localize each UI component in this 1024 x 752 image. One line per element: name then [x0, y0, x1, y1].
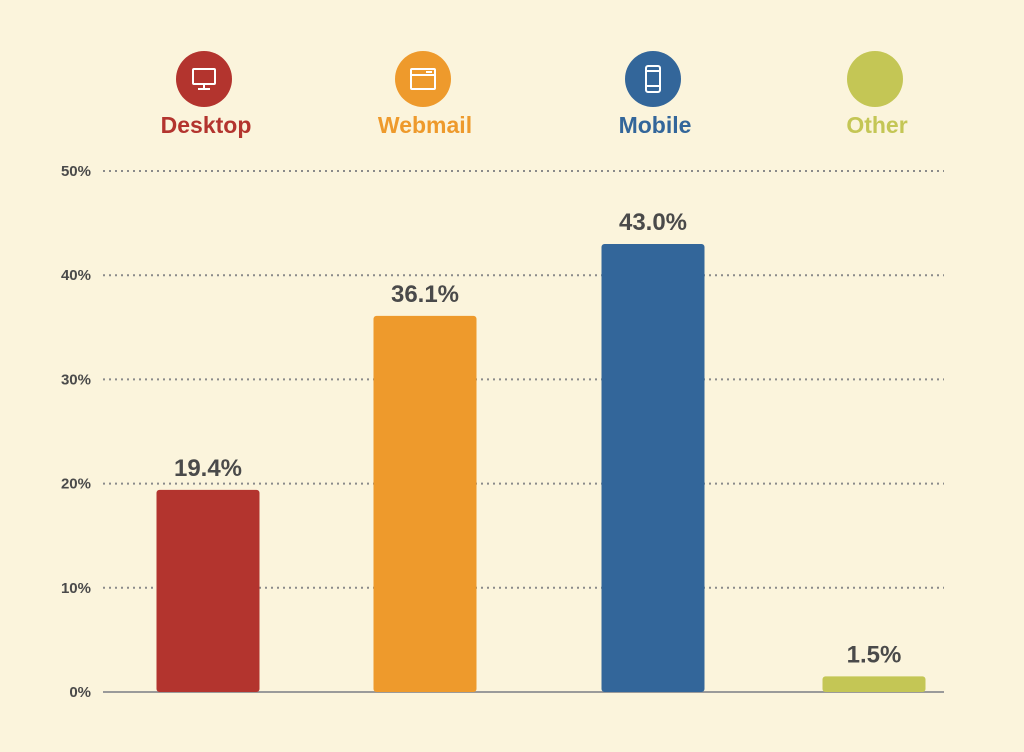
y-tick-label: 40%: [61, 267, 91, 284]
desktop-monitor-icon: [192, 68, 216, 90]
legend-label: Other: [846, 112, 907, 138]
legend-marker: [176, 51, 232, 107]
legend-label: Webmail: [378, 112, 472, 138]
legend-marker: [395, 51, 451, 107]
smartphone-icon: [645, 65, 661, 93]
y-axis: 0% 10% 20% 30% 40% 50%: [61, 163, 91, 701]
legend-item-webmail: Webmail: [378, 51, 472, 138]
y-tick-label: 20%: [61, 476, 91, 493]
y-tick-label: 10%: [61, 580, 91, 597]
legend-marker: [625, 51, 681, 107]
data-label: 1.5%: [847, 641, 902, 668]
legend-marker: [847, 51, 903, 107]
legend-item-desktop: Desktop: [161, 51, 252, 138]
y-tick-label: 0%: [69, 684, 91, 701]
bar-desktop: [156, 489, 260, 692]
bar-webmail: [373, 315, 477, 692]
legend-item-other: Other: [846, 51, 908, 138]
data-label: 43.0%: [619, 209, 687, 236]
bar-other: [822, 676, 926, 692]
data-label: 36.1%: [391, 281, 459, 308]
legend-item-mobile: Mobile: [619, 51, 692, 138]
bars: 19.4% 36.1% 43.0% 1.5%: [156, 209, 926, 692]
y-tick-label: 30%: [61, 371, 91, 388]
browser-window-icon: [410, 68, 436, 90]
legend-label: Mobile: [619, 112, 692, 138]
data-label: 19.4%: [174, 455, 242, 482]
legend: Desktop Webmail Mobile Other: [161, 51, 908, 138]
legend-label: Desktop: [161, 112, 252, 138]
bar-mobile: [601, 243, 705, 692]
y-tick-label: 50%: [61, 163, 91, 180]
